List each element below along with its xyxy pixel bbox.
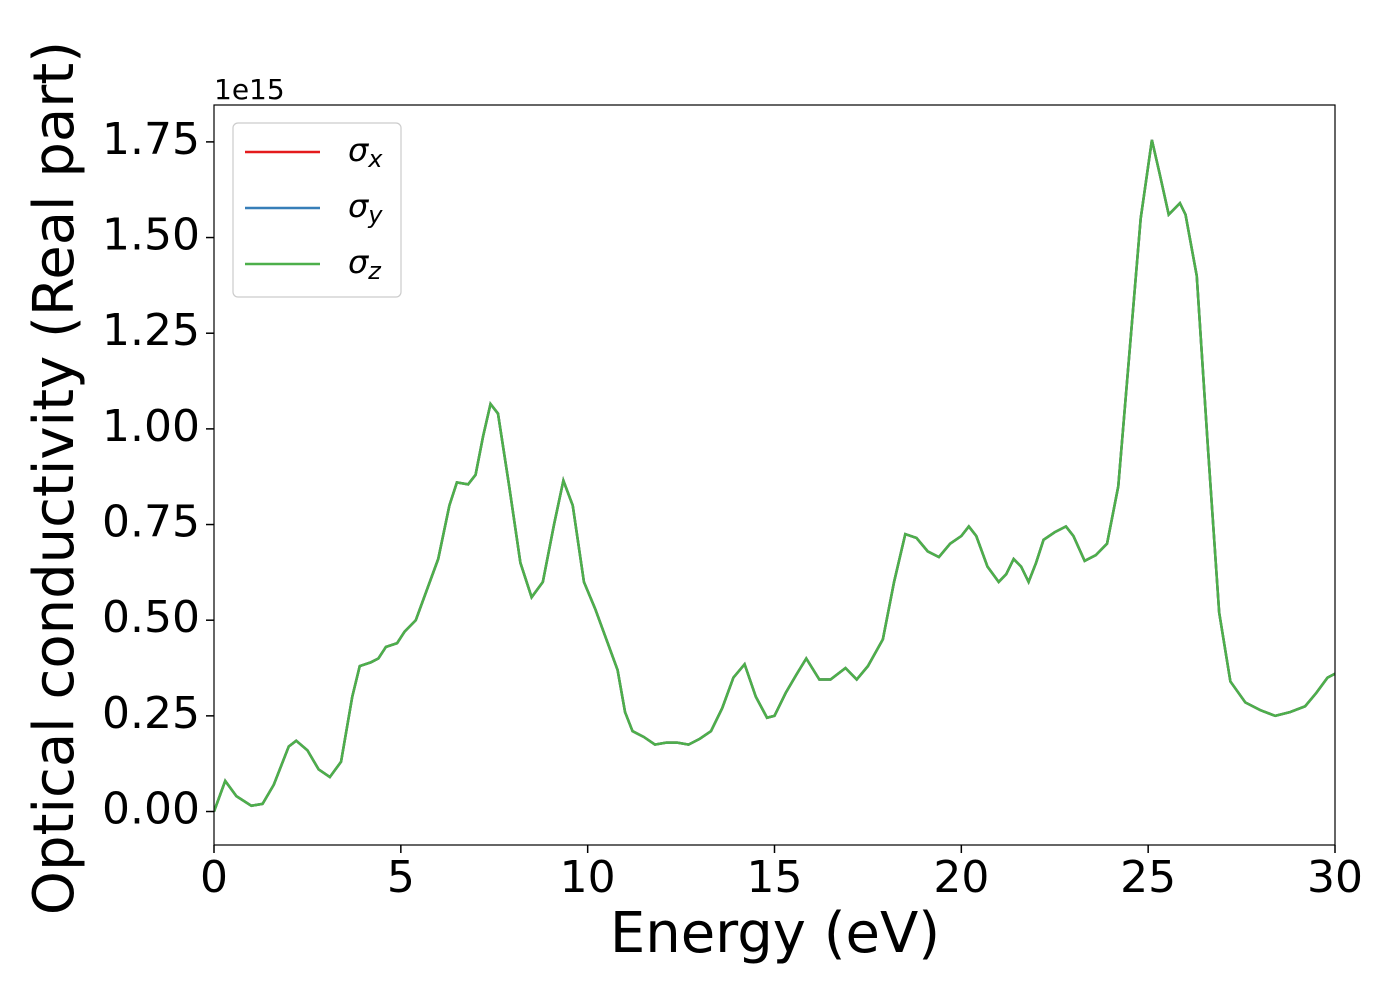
x-tick-label: 15 bbox=[747, 852, 803, 903]
legend-label: σy bbox=[348, 187, 383, 229]
x-tick-label: 10 bbox=[560, 852, 616, 903]
y-offset-label: 1e15 bbox=[214, 73, 285, 106]
y-tick-label: 0.00 bbox=[102, 784, 200, 835]
y-tick-label: 0.75 bbox=[102, 497, 200, 548]
x-tick-label: 5 bbox=[387, 852, 415, 903]
legend-label: σx bbox=[348, 131, 383, 173]
y-tick-label: 1.25 bbox=[102, 305, 200, 356]
x-tick-label: 0 bbox=[200, 852, 228, 903]
x-tick-label: 30 bbox=[1307, 852, 1363, 903]
x-tick-label: 25 bbox=[1120, 852, 1176, 903]
y-tick-label: 1.00 bbox=[102, 401, 200, 452]
legend-box bbox=[232, 122, 402, 298]
plot-frame bbox=[213, 104, 1336, 846]
y-axis-label: Optical conductivity (Real part) bbox=[22, 41, 87, 915]
y-tick-label: 0.25 bbox=[102, 688, 200, 739]
y-tick-label: 1.50 bbox=[102, 210, 200, 261]
y-tick-label: 1.75 bbox=[102, 114, 200, 165]
x-axis-label: Energy (eV) bbox=[610, 901, 940, 966]
line bbox=[214, 139, 1335, 812]
x-tick-label: 20 bbox=[933, 852, 989, 903]
legend-label: σz bbox=[348, 243, 382, 285]
y-tick-label: 0.50 bbox=[102, 592, 200, 643]
